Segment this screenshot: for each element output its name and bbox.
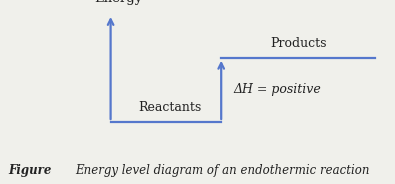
Text: Figure: Figure	[8, 164, 51, 177]
Text: Energy: Energy	[94, 0, 143, 5]
Text: ΔH = positive: ΔH = positive	[233, 83, 321, 96]
Text: Reactants: Reactants	[138, 101, 201, 114]
Text: Products: Products	[270, 37, 327, 50]
Text: Energy level diagram of an endothermic reaction: Energy level diagram of an endothermic r…	[75, 164, 370, 177]
